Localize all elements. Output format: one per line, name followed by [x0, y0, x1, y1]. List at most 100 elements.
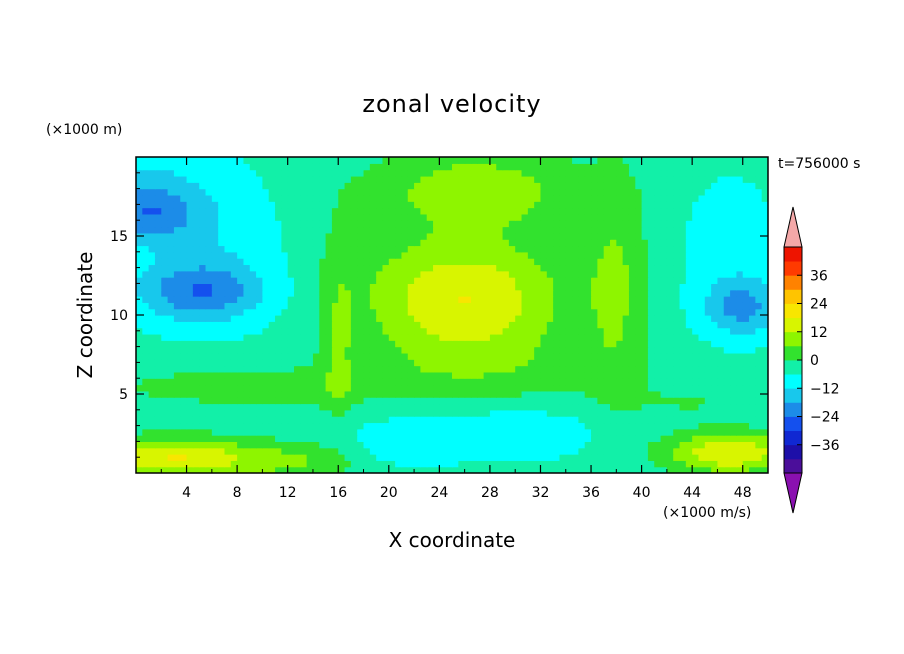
field-cell: [338, 308, 346, 316]
field-cell: [546, 169, 554, 177]
field-cell: [565, 346, 573, 354]
field-cell: [628, 239, 636, 247]
field-cell: [407, 175, 415, 183]
field-cell: [717, 194, 725, 202]
field-cell: [723, 213, 731, 221]
field-cell: [761, 220, 768, 228]
field-cell: [483, 232, 491, 240]
field-cell: [628, 340, 636, 348]
field-cell: [218, 435, 226, 442]
field-cell: [616, 270, 624, 278]
field-cell: [350, 302, 358, 310]
field-cell: [256, 460, 263, 468]
field-cell: [597, 270, 605, 278]
field-cell: [312, 182, 320, 190]
field-cell: [546, 188, 554, 196]
field-cell: [483, 270, 491, 278]
field-cell: [218, 403, 226, 411]
field-cell: [268, 283, 276, 291]
field-cell: [654, 365, 662, 373]
field-cell: [395, 296, 403, 303]
field-cell: [401, 207, 409, 215]
field-cell: [635, 315, 643, 322]
field-cell: [173, 201, 181, 209]
field-cell: [300, 194, 308, 202]
field-cell: [331, 333, 339, 341]
field-cell: [142, 207, 150, 215]
field-cell: [736, 428, 744, 436]
field-cell: [742, 182, 750, 190]
field-cell: [224, 378, 232, 386]
field-cell: [439, 239, 447, 247]
field-cell: [660, 447, 668, 455]
field-cell: [483, 441, 491, 449]
field-cell: [534, 384, 542, 392]
field-cell: [565, 277, 573, 284]
field-cell: [180, 352, 188, 360]
field-cell: [572, 409, 579, 417]
field-cell: [742, 264, 750, 272]
field-cell: [559, 302, 567, 310]
field-cell: [565, 163, 573, 171]
field-cell: [161, 409, 169, 417]
field-cell: [205, 327, 213, 335]
field-cell: [287, 289, 295, 297]
field-cell: [584, 207, 592, 215]
field-cell: [458, 220, 466, 228]
field-cell: [369, 315, 377, 322]
field-cell: [426, 157, 434, 164]
field-cell: [641, 447, 649, 455]
field-cell: [635, 270, 643, 278]
field-cell: [736, 296, 744, 303]
field-cell: [527, 352, 535, 360]
field-cell: [338, 283, 346, 291]
field-cell: [433, 422, 440, 430]
field-cell: [622, 283, 630, 291]
field-cell: [426, 435, 434, 442]
field-cell: [167, 390, 175, 398]
field-cell: [666, 315, 674, 322]
field-cell: [344, 352, 352, 360]
field-cell: [205, 277, 213, 284]
field-cell: [597, 194, 605, 202]
field-cell: [173, 428, 181, 436]
field-cell: [414, 460, 421, 468]
field-cell: [319, 365, 327, 373]
field-cell: [749, 226, 756, 234]
field-cell: [376, 409, 384, 417]
field-cell: [167, 277, 175, 284]
field-cell: [256, 296, 263, 303]
field-cell: [692, 441, 700, 449]
field-cell: [730, 447, 737, 455]
field-cell: [275, 416, 282, 424]
field-cell: [502, 258, 510, 266]
field-cell: [218, 327, 226, 335]
field-cell: [610, 333, 617, 341]
field-cell: [508, 435, 516, 442]
field-cell: [515, 384, 523, 392]
field-cell: [527, 333, 535, 341]
field-cell: [275, 428, 282, 436]
field-cell: [458, 422, 466, 430]
field-cell: [376, 182, 384, 190]
field-cell: [616, 277, 624, 284]
field-cell: [521, 169, 529, 177]
field-cell: [211, 321, 219, 329]
field-cell: [268, 359, 276, 367]
field-cell: [154, 403, 162, 411]
field-cell: [439, 258, 447, 266]
field-cell: [325, 435, 333, 442]
field-cell: [136, 239, 143, 247]
field-cell: [673, 169, 681, 177]
field-cell: [439, 447, 447, 455]
field-cell: [616, 435, 624, 442]
field-cell: [154, 428, 162, 436]
field-cell: [470, 441, 478, 449]
field-cell: [294, 220, 301, 228]
field-cell: [546, 258, 554, 266]
field-cell: [666, 466, 674, 473]
field-cell: [433, 435, 440, 442]
field-cell: [230, 352, 238, 360]
field-cell: [673, 447, 681, 455]
field-cell: [338, 359, 346, 367]
